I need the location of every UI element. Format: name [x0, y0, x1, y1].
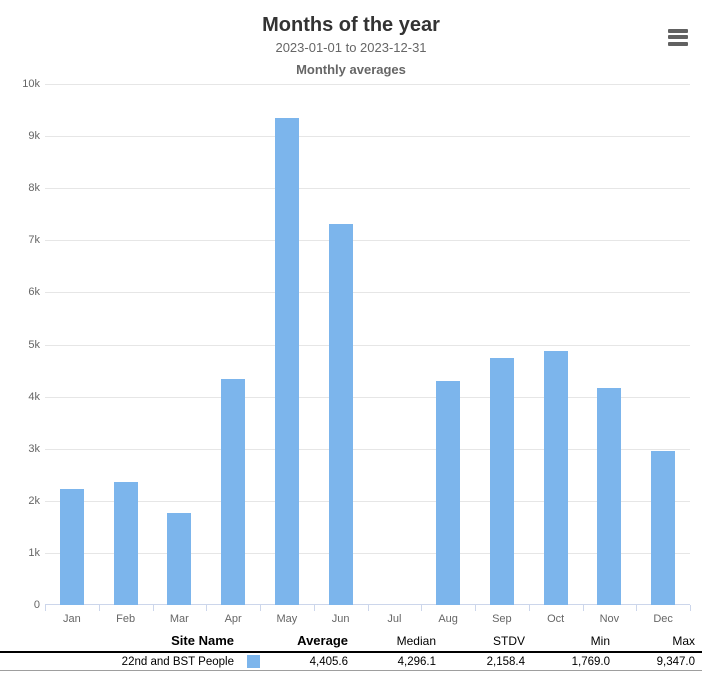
summary-table: Site Name Average Median STDV Min Max 22…: [0, 631, 702, 671]
bar-may[interactable]: [274, 118, 299, 605]
y-axis-label: 4k: [28, 390, 40, 403]
chart-context-menu-button[interactable]: [666, 26, 690, 48]
x-axis-line: [45, 604, 690, 605]
gridline: [45, 136, 690, 138]
site-name-cell: 22nd and BST People: [0, 652, 238, 671]
y-axis-label: 2k: [28, 494, 40, 507]
x-axis-tick: [313, 605, 315, 611]
x-axis-label-jul: Jul: [387, 613, 402, 625]
col-header-min: Min: [529, 631, 614, 653]
bar-nov[interactable]: [597, 387, 622, 605]
series-color-swatch: [246, 655, 260, 668]
x-axis-label-mar: Mar: [169, 613, 189, 625]
y-axis-label: 3k: [28, 442, 40, 455]
gridline: [45, 240, 690, 242]
x-axis-tick: [206, 605, 208, 611]
gridline: [45, 292, 690, 294]
x-axis-label-aug: Aug: [438, 613, 458, 625]
x-axis-label-jan: Jan: [63, 613, 81, 625]
bar-dec[interactable]: [651, 450, 676, 605]
x-axis-tick: [582, 605, 584, 611]
stdv-cell: 2,158.4: [440, 652, 529, 671]
y-axis-label: 6k: [28, 286, 40, 299]
average-cell: 4,405.6: [268, 652, 352, 671]
gridline: [45, 500, 690, 502]
bar-sep[interactable]: [489, 358, 514, 605]
chart-title: Months of the year: [262, 14, 440, 36]
summary-table-header-row: Site Name Average Median STDV Min Max: [0, 631, 702, 653]
gridline: [45, 448, 690, 450]
col-header-site-name: Site Name: [0, 631, 238, 653]
bar-apr[interactable]: [221, 378, 246, 605]
y-axis-label: 5k: [28, 338, 40, 351]
bar-aug[interactable]: [436, 381, 461, 605]
x-axis-label-feb: Feb: [116, 613, 136, 625]
y-axis-label: 10k: [22, 78, 40, 90]
y-axis-label: 8k: [28, 182, 40, 195]
chart-subtitle-date-range: 2023-01-01 to 2023-12-31: [275, 40, 427, 55]
hamburger-menu-icon: [668, 28, 688, 33]
bar-oct[interactable]: [543, 350, 568, 605]
x-axis-tick: [636, 605, 638, 611]
x-axis-tick: [475, 605, 476, 611]
col-header-max: Max: [614, 631, 702, 653]
gridline: [45, 84, 690, 85]
col-header-median: Median: [352, 631, 440, 653]
x-axis-label-may: May: [276, 613, 298, 625]
x-axis-label-nov: Nov: [599, 613, 620, 625]
col-header-swatch: [238, 631, 268, 653]
x-axis-tick: [260, 605, 261, 611]
x-axis-tick: [45, 605, 46, 611]
bar-jun[interactable]: [328, 224, 353, 605]
x-axis-tick: [421, 605, 423, 611]
series-color-swatch-cell: [238, 652, 268, 671]
median-cell: 4,296.1: [352, 652, 440, 671]
bar-mar[interactable]: [167, 512, 192, 605]
x-axis-label-oct: Oct: [547, 613, 565, 625]
x-axis-label-dec: Dec: [653, 613, 673, 625]
col-header-average: Average: [268, 631, 352, 653]
y-axis-label: 9k: [28, 130, 40, 143]
gridline: [45, 188, 690, 190]
x-axis-label-jun: Jun: [331, 613, 350, 625]
x-axis-tick: [528, 605, 530, 611]
table-row: 22nd and BST People 4,405.6 4,296.1 2,15…: [0, 652, 702, 671]
gridline: [45, 396, 690, 398]
bar-jan[interactable]: [59, 488, 84, 605]
x-axis-label-sep: Sep: [492, 613, 512, 625]
x-axis-tick: [690, 605, 691, 611]
gridline: [45, 344, 690, 346]
x-axis-tick: [152, 605, 154, 611]
x-axis-tick: [98, 605, 100, 611]
y-axis-label: 7k: [28, 234, 40, 247]
y-axis-label: 1k: [28, 546, 40, 559]
gridline: [45, 552, 690, 554]
plot-area: [45, 84, 690, 605]
x-axis-tick: [367, 605, 369, 611]
max-cell: 9,347.0: [614, 652, 702, 671]
col-header-stdv: STDV: [440, 631, 529, 653]
y-axis-label: 0: [33, 599, 40, 611]
bar-feb[interactable]: [113, 482, 138, 605]
chart-subtitle-caption: Monthly averages: [296, 62, 406, 77]
min-cell: 1,769.0: [529, 652, 614, 671]
x-axis-label-apr: Apr: [224, 613, 242, 625]
